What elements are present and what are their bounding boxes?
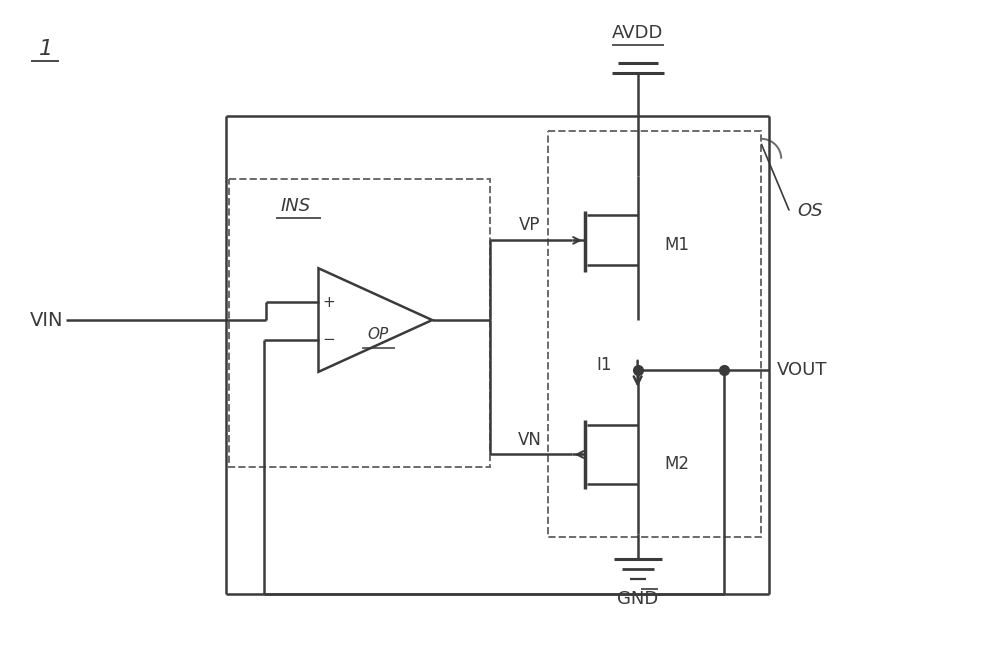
Text: GND: GND <box>617 590 658 608</box>
Text: VIN: VIN <box>30 310 63 330</box>
Text: VOUT: VOUT <box>777 361 828 379</box>
Text: +: + <box>322 294 335 310</box>
Text: INS: INS <box>281 196 311 215</box>
Text: I1: I1 <box>596 356 612 374</box>
Text: M1: M1 <box>665 237 690 255</box>
Text: −: − <box>322 332 335 347</box>
Text: OS: OS <box>797 202 823 219</box>
Text: M2: M2 <box>665 455 690 473</box>
Text: 1: 1 <box>39 39 53 59</box>
Text: AVDD: AVDD <box>612 25 663 42</box>
Text: VN: VN <box>518 430 542 449</box>
Text: VP: VP <box>519 216 541 235</box>
Text: OP: OP <box>368 328 389 343</box>
